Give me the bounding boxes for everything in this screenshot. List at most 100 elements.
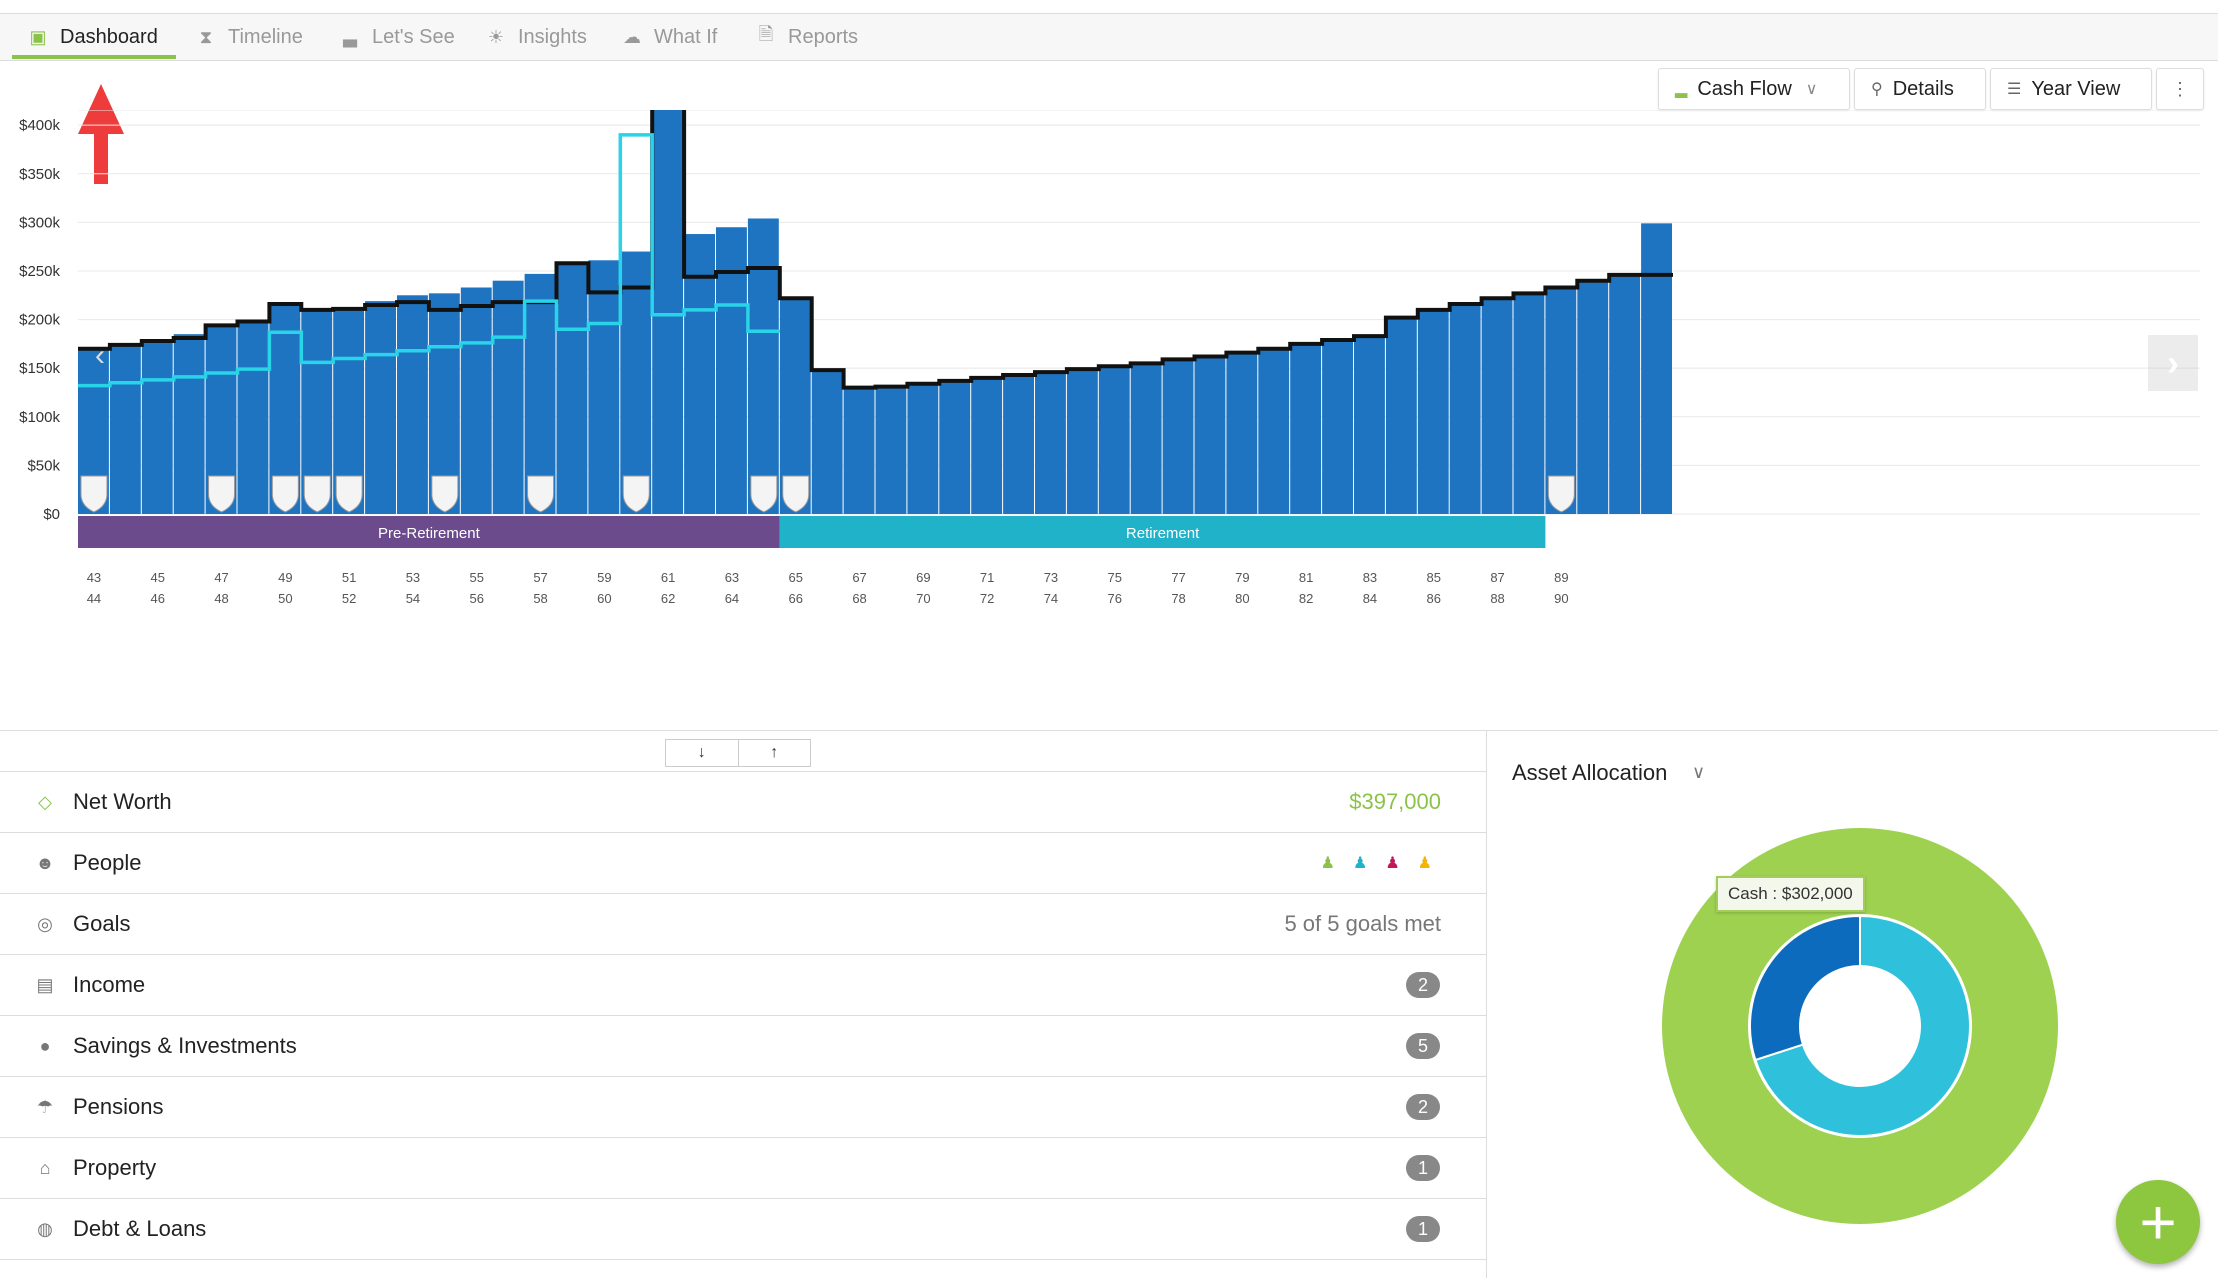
age-label: 66	[789, 591, 803, 606]
age-label: 76	[1108, 591, 1122, 606]
person-icon[interactable]: ♟	[1417, 855, 1432, 872]
age-label: 48	[214, 591, 228, 606]
chart-bar	[492, 280, 524, 514]
y-tick-label: $300k	[19, 214, 60, 231]
phase-label: Retirement	[1126, 525, 1200, 542]
chevron-left-icon: ‹	[95, 339, 105, 372]
age-label: 46	[151, 591, 165, 606]
y-tick-label: $400k	[19, 117, 60, 134]
asset-allocation-title[interactable]: Asset Allocation	[1512, 760, 1668, 785]
brain-icon: ☁	[623, 26, 641, 47]
expand-collapse-controls: ↓ ↑	[665, 739, 811, 767]
chart-bar	[1290, 343, 1322, 514]
person-icon[interactable]: ♟	[1352, 855, 1368, 872]
chart-bar	[1162, 359, 1194, 514]
person-icon[interactable]: ♟	[1385, 855, 1400, 872]
row-label: Net Worth	[73, 789, 172, 814]
chart-bar	[1449, 304, 1481, 514]
chart-bar	[1226, 352, 1258, 514]
count-badge: 1	[1406, 1216, 1440, 1242]
cash-flow-dropdown[interactable]: ▂ Cash Flow ∨	[1658, 68, 1850, 110]
age-label: 75	[1108, 570, 1122, 585]
row-label: Goals	[73, 911, 131, 936]
chart-bar	[1481, 298, 1513, 514]
divider	[0, 730, 2218, 731]
chart-bar	[1035, 372, 1066, 514]
chart-bar	[1258, 348, 1290, 514]
chevron-down-icon[interactable]: ∨	[1692, 762, 1706, 782]
asset-allocation-donut[interactable]	[1650, 820, 2070, 1240]
row-label: Debt & Loans	[73, 1216, 207, 1241]
goals-status: 5 of 5 goals met	[1284, 911, 1441, 936]
red-arrow-annotation	[78, 84, 124, 184]
chart-bar	[1513, 293, 1545, 514]
age-label: 89	[1554, 570, 1568, 585]
plus-icon: +	[2139, 1186, 2177, 1258]
age-label: 71	[980, 570, 994, 585]
chart-bar	[1641, 223, 1672, 514]
chevron-right-icon: ›	[2167, 342, 2179, 383]
row-label: Pensions	[73, 1094, 164, 1119]
arrow-up-icon[interactable]: ↑	[770, 744, 779, 761]
summary-row-debt-loans[interactable]: ◍ Debt & Loans 1	[0, 1198, 1486, 1260]
goal-marker-icon	[208, 475, 236, 513]
cube-icon: ▣	[29, 26, 47, 47]
age-label: 53	[406, 570, 420, 585]
chart-bar	[1130, 363, 1162, 514]
add-button[interactable]: +	[2116, 1180, 2200, 1264]
summary-row-net-worth[interactable]: ◇ Net Worth $397,000	[0, 771, 1486, 833]
chart-bar	[716, 227, 747, 515]
hourglass-icon: ⧗	[199, 26, 213, 47]
summary-row-savings-investments[interactable]: ● Savings & Investments 5	[0, 1015, 1486, 1077]
tab-timeline[interactable]: ⧗ Timeline	[196, 14, 303, 60]
cyan-line	[78, 133, 780, 388]
person-icon[interactable]: ♟	[1320, 855, 1335, 872]
age-label: 45	[151, 570, 165, 585]
briefcase-icon: ▤	[36, 974, 54, 995]
chart-bar	[365, 301, 396, 514]
tab-insights[interactable]: ☀ Insights	[487, 25, 587, 48]
piggybank-icon: ●	[39, 1035, 51, 1056]
age-label: 82	[1299, 591, 1313, 606]
summary-row-goals[interactable]: ◎ Goals 5 of 5 goals met	[0, 893, 1486, 955]
details-button[interactable]: ⚲ Details	[1854, 68, 1986, 110]
chart-bar	[173, 334, 205, 514]
age-label: 68	[852, 591, 866, 606]
goal-marker-icon	[431, 475, 459, 513]
tab-lets-see[interactable]: ▃ Let's See	[340, 14, 455, 60]
y-tick-label: $250k	[19, 263, 60, 280]
target-icon: ◎	[37, 913, 53, 934]
tab-what-if[interactable]: ☁ What If	[623, 25, 718, 48]
cash-flow-chart: $0 $50k $100k $150k $200k $250k $300k $350k $400…	[19, 110, 2200, 606]
tab-dashboard[interactable]: ▣ Dashboard	[29, 25, 158, 48]
age-label: 54	[406, 591, 420, 606]
tab-reports[interactable]: 🗎 Reports	[756, 14, 858, 60]
chart-bar	[939, 380, 971, 514]
tab-bar: ▣ Dashboard ⧗ Timeline ▃ Let's See ☀ Insight…	[0, 13, 2218, 61]
age-label: 51	[342, 570, 356, 585]
summary-list: ◇ Net Worth $397,000 ☻ People ♟ ♟ ♟ ♟ ◎ Goals 5 of …	[0, 771, 1486, 1260]
total-line	[78, 110, 1673, 390]
age-label: 72	[980, 591, 994, 606]
summary-row-people[interactable]: ☻ People ♟ ♟ ♟ ♟	[0, 832, 1486, 894]
more-options-button[interactable]: ⋮	[2156, 68, 2204, 110]
summary-row-income[interactable]: ▤ Income 2	[0, 954, 1486, 1016]
count-badge: 2	[1406, 1094, 1440, 1120]
age-label: 77	[1171, 570, 1185, 585]
summary-row-pensions[interactable]: ☂ Pensions 2	[0, 1076, 1486, 1138]
age-label: 43	[87, 570, 101, 585]
net-worth-value: $397,000	[1349, 789, 1441, 814]
summary-row-property[interactable]: ⌂ Property 1	[0, 1137, 1486, 1199]
goal-marker-icon	[303, 475, 331, 513]
year-view-button[interactable]: ☰ Year View	[1990, 68, 2152, 110]
chart-bar	[524, 273, 556, 514]
goal-marker-icon	[1547, 475, 1575, 513]
y-tick-label: $100k	[19, 409, 60, 426]
age-label: 64	[725, 591, 739, 606]
age-label: 56	[470, 591, 484, 606]
umbrella-icon: ☂	[36, 1096, 54, 1117]
chart-bar	[237, 321, 269, 514]
house-icon: ⌂	[39, 1157, 51, 1178]
row-label: Property	[73, 1155, 157, 1180]
arrow-down-icon[interactable]: ↓	[666, 740, 739, 766]
